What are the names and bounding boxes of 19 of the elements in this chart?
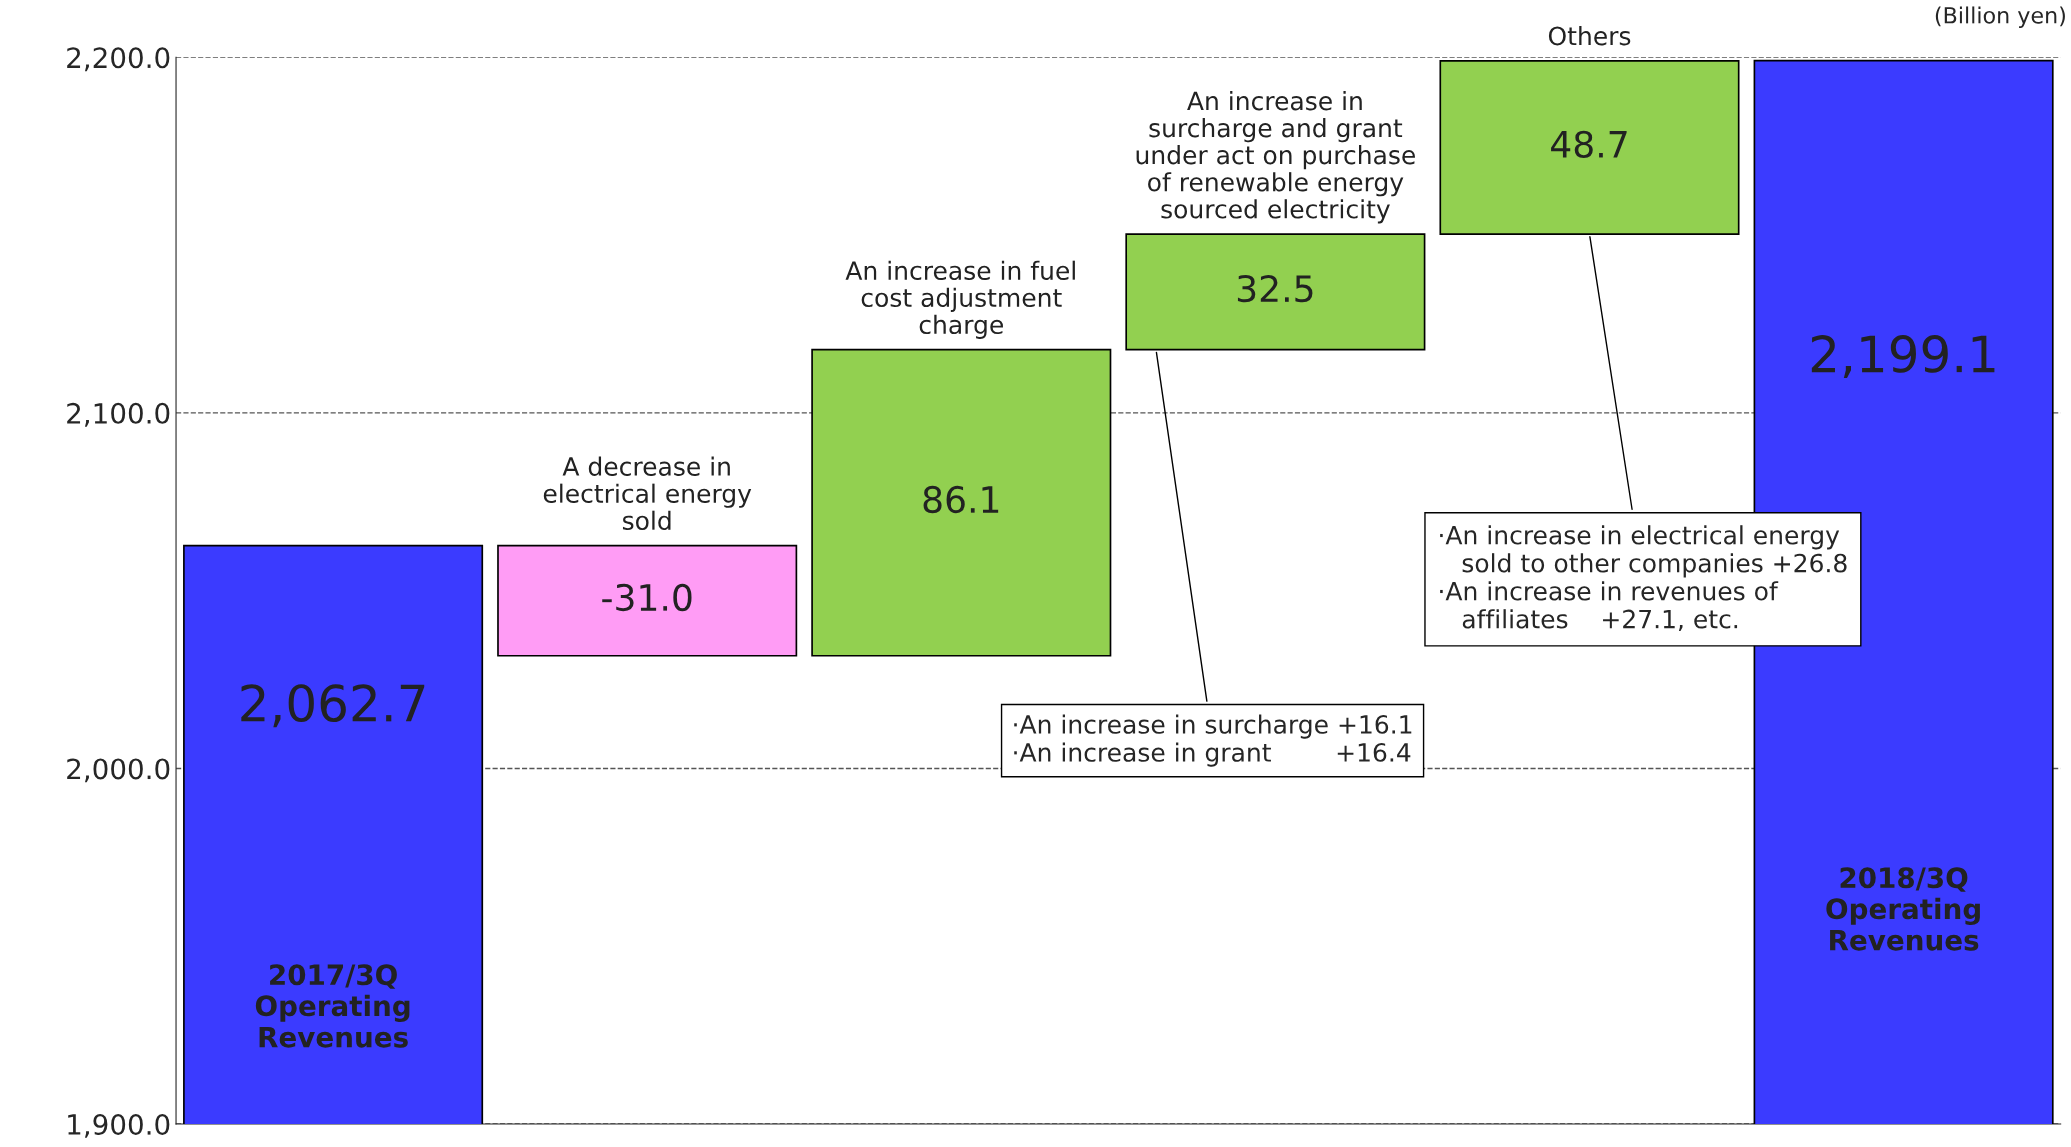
x-tick-label: 2017/3Q Operating Revenues [255, 964, 410, 1048]
y-tick-label: 2,100.0 [67, 402, 170, 427]
x-tick-label: An increase in surcharge and grant under act on purchase of renewable energy sourced electricity [1136, 91, 1415, 224]
data-label: 48.7 [1551, 130, 1627, 158]
y-tick-label: 2,200.0 [67, 47, 170, 72]
x-tick-label: An increase in fuel cost adjustment charge [845, 260, 1075, 339]
y-tick-label: 2,000.0 [67, 758, 170, 783]
data-label: 86.1 [923, 485, 999, 514]
y-tick-label: 1,900.0 [68, 1114, 170, 1138]
text: (Billion yen) [1935, 6, 2065, 28]
data-label: 2,199.1 [1811, 335, 1995, 378]
x-tick-label: Others [1548, 26, 1631, 46]
x-tick-label: 2018/3Q Operating Revenues [1826, 867, 1980, 951]
annotation: ·An increase in surcharge +16.1 ·An increase in grant +16.4 [1014, 714, 1412, 767]
data-label: -31.0 [602, 583, 692, 612]
data-label: 32.5 [1237, 275, 1313, 303]
annotation: ·An increase in electrical energy sold to other companies +26.8 ·An increase in revenues of affiliates +27.1, etc. [1440, 525, 1847, 632]
x-tick-label: A decrease in electrical energy sold [543, 456, 752, 531]
data-label: 2,062.7 [241, 684, 425, 728]
